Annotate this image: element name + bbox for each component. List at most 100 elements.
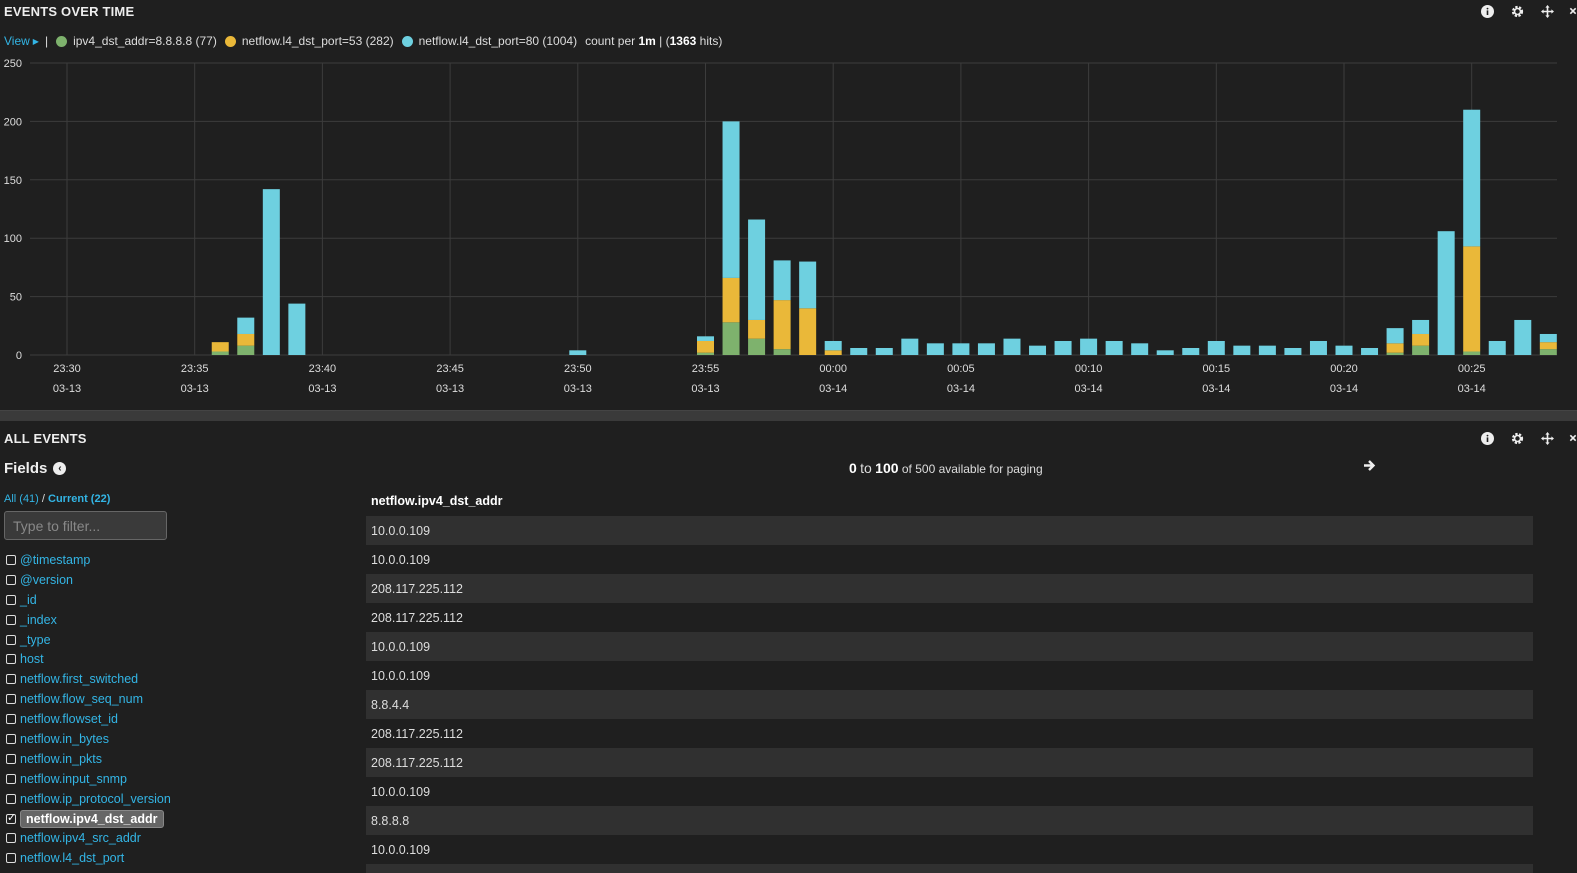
bar-segment[interactable]	[850, 347, 868, 355]
bar-segment[interactable]	[977, 343, 995, 355]
table-row[interactable]: 10.0.0.109	[371, 668, 431, 683]
field-name-link[interactable]: _type	[20, 632, 51, 647]
field-checkbox[interactable]	[6, 853, 16, 864]
bar-segment[interactable]	[748, 338, 766, 355]
bar-segment[interactable]	[1207, 340, 1225, 355]
bar-segment[interactable]	[1054, 340, 1072, 355]
bar-segment[interactable]	[1156, 350, 1174, 355]
field-name-link[interactable]: host	[20, 652, 44, 667]
bar-segment[interactable]	[1386, 343, 1404, 353]
field-name-link[interactable]: netflow.ip_protocol_version	[20, 791, 171, 806]
field-checkbox[interactable]	[6, 634, 16, 645]
next-page-arrow-icon[interactable]	[1363, 459, 1376, 476]
bar-segment[interactable]	[1463, 351, 1481, 355]
field-checkbox[interactable]	[6, 811, 16, 824]
table-row[interactable]: 10.0.0.109	[366, 632, 1533, 661]
bar-segment[interactable]	[697, 336, 714, 341]
bar-segment[interactable]	[1437, 231, 1455, 355]
field-checkbox[interactable]	[6, 574, 16, 585]
bar-segment[interactable]	[1488, 340, 1506, 355]
table-column-header[interactable]: netflow.ipv4_dst_addr	[371, 494, 503, 508]
table-row[interactable]: 208.117.225.112	[366, 748, 1533, 777]
bar-segment[interactable]	[1029, 345, 1047, 355]
table-row[interactable]	[366, 864, 1533, 873]
bar-segment[interactable]	[748, 219, 766, 320]
field-name-link[interactable]: netflow.flowset_id	[20, 712, 118, 727]
gear-icon[interactable]	[1509, 3, 1525, 19]
interval-value[interactable]: 1m	[638, 34, 656, 48]
bar-segment[interactable]	[1514, 319, 1532, 355]
bar-segment[interactable]	[722, 322, 740, 355]
bar-segment[interactable]	[1539, 342, 1557, 350]
field-name-link[interactable]: netflow.in_bytes	[20, 731, 109, 746]
table-row[interactable]: 208.117.225.112	[371, 726, 463, 741]
table-row[interactable]: 10.0.0.109	[371, 784, 431, 799]
bar-segment[interactable]	[824, 340, 842, 351]
field-checkbox[interactable]	[6, 714, 16, 725]
field-checkbox[interactable]	[6, 694, 16, 705]
bar-segment[interactable]	[901, 338, 919, 355]
field-checkbox[interactable]	[6, 733, 16, 744]
bar-segment[interactable]	[237, 333, 255, 346]
field-name-link[interactable]: netflow.input_snmp	[20, 771, 128, 786]
field-checkbox[interactable]	[6, 773, 16, 784]
legend-item-port-80[interactable]: netflow.l4_dst_port=80 (1004)	[401, 34, 577, 48]
bar-segment[interactable]	[1003, 338, 1021, 355]
bar-segment[interactable]	[773, 260, 791, 301]
chevron-left-icon[interactable]: ‹	[53, 462, 67, 475]
field-checkbox[interactable]	[6, 614, 16, 625]
bar-segment[interactable]	[773, 300, 791, 350]
field-name-link[interactable]: netflow.in_pkts	[20, 751, 102, 766]
table-row[interactable]: 8.8.4.4	[366, 690, 1533, 719]
table-row[interactable]: 10.0.0.109	[366, 516, 1533, 545]
bar-segment[interactable]	[237, 345, 255, 355]
bar-segment[interactable]	[1309, 340, 1327, 355]
info-icon[interactable]	[1479, 430, 1495, 446]
field-filter-input[interactable]	[4, 511, 167, 540]
bar-segment[interactable]	[262, 189, 280, 355]
table-row[interactable]: 208.117.225.112	[366, 574, 1533, 603]
bar-segment[interactable]	[799, 261, 817, 309]
bar-segment[interactable]	[1105, 340, 1123, 355]
field-name-link[interactable]: netflow.first_switched	[20, 672, 139, 687]
bar-segment[interactable]	[773, 349, 791, 355]
bar-segment[interactable]	[875, 347, 893, 355]
field-checkbox[interactable]	[6, 833, 16, 844]
bar-segment[interactable]	[1412, 345, 1430, 355]
bar-segment[interactable]	[1539, 333, 1557, 343]
info-icon[interactable]	[1479, 3, 1495, 19]
field-checkbox[interactable]	[6, 654, 16, 665]
field-checkbox[interactable]	[6, 793, 16, 804]
close-icon[interactable]	[1569, 430, 1577, 446]
bar-segment[interactable]	[1463, 109, 1481, 247]
bar-segment[interactable]	[1284, 347, 1302, 355]
bar-segment[interactable]	[722, 121, 740, 278]
field-name-link[interactable]: @timestamp	[20, 552, 91, 567]
bar-segment[interactable]	[1258, 345, 1276, 355]
table-row[interactable]: 10.0.0.109	[371, 552, 431, 567]
bar-segment[interactable]	[1335, 345, 1353, 355]
table-row[interactable]: 208.117.225.112	[371, 610, 463, 625]
table-row[interactable]: 8.8.8.8	[366, 806, 1533, 835]
bar-segment[interactable]	[1080, 338, 1098, 355]
field-name-link[interactable]: netflow.ipv4_dst_addr	[20, 809, 164, 828]
bar-segment[interactable]	[1361, 347, 1379, 355]
current-fields-link[interactable]: Current (22)	[48, 493, 111, 505]
bar-segment[interactable]	[799, 308, 817, 355]
field-name-link[interactable]: _id	[20, 592, 37, 607]
bar-segment[interactable]	[697, 352, 714, 355]
bar-segment[interactable]	[1386, 352, 1404, 355]
bar-segment[interactable]	[237, 317, 255, 334]
view-menu-link[interactable]: View	[4, 34, 30, 48]
bar-segment[interactable]	[288, 303, 306, 355]
gear-icon[interactable]	[1509, 430, 1525, 446]
bar-segment[interactable]	[697, 340, 714, 353]
bar-segment[interactable]	[1539, 349, 1557, 355]
field-name-link[interactable]: netflow.flow_seq_num	[20, 692, 143, 707]
bar-segment[interactable]	[748, 319, 766, 339]
bar-segment[interactable]	[1463, 246, 1481, 352]
field-checkbox[interactable]	[6, 753, 16, 764]
close-icon[interactable]	[1569, 3, 1577, 19]
move-icon[interactable]	[1539, 3, 1555, 19]
field-checkbox[interactable]	[6, 594, 16, 605]
